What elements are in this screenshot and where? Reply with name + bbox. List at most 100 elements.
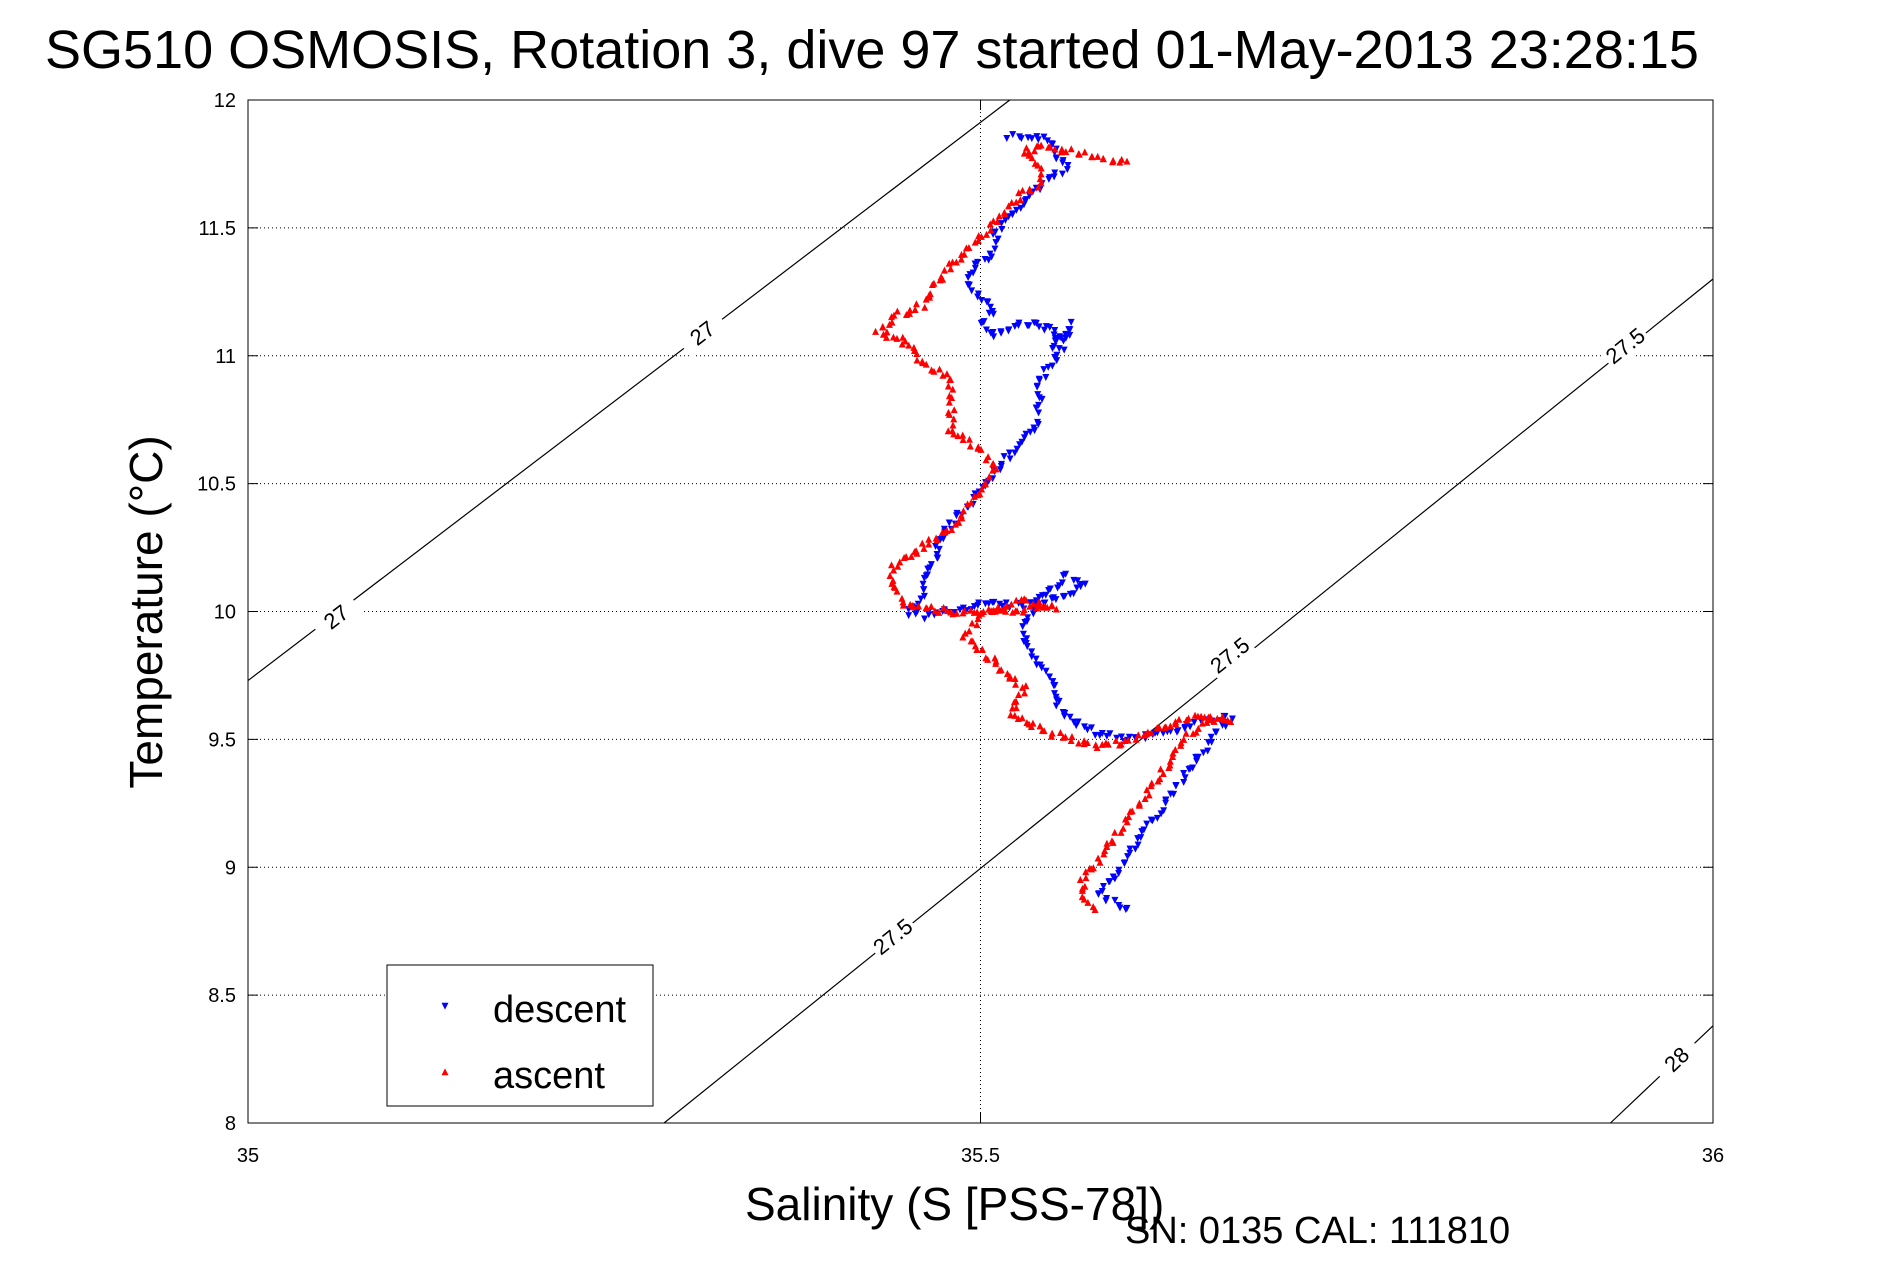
ascent-point	[1052, 605, 1060, 613]
descent-point	[1005, 326, 1013, 334]
ascent-point	[950, 415, 958, 423]
ascent-point	[973, 621, 981, 629]
descent-point	[1022, 430, 1030, 438]
descent-point	[1017, 204, 1025, 212]
descent-point	[986, 303, 994, 311]
descent-point	[1199, 749, 1207, 757]
descent-point	[1063, 166, 1071, 174]
ascent-point	[989, 460, 997, 468]
descent-point	[971, 490, 979, 498]
ascent-point	[1022, 682, 1030, 690]
x-tick-label: 36	[1702, 1145, 1724, 1167]
ascent-point	[1089, 903, 1097, 911]
descent-point	[1091, 731, 1099, 739]
ascent-point	[983, 230, 991, 238]
contour-label-bg	[674, 307, 730, 359]
descent-point	[1013, 445, 1021, 453]
ascent-point	[1036, 175, 1044, 183]
descent-point	[1103, 732, 1111, 740]
ascent-point	[1068, 733, 1076, 741]
descent-point	[990, 333, 998, 341]
descent-point	[1046, 323, 1054, 331]
ascent-point	[1121, 736, 1129, 744]
ascent-point	[931, 607, 939, 615]
x-axis-label: Salinity (S [PSS-78])	[745, 1178, 1164, 1230]
ascent-point	[925, 535, 933, 543]
descent-point	[1011, 449, 1019, 457]
legend-marker	[441, 1002, 449, 1010]
ascent-point	[995, 666, 1003, 674]
ascent-point	[1011, 674, 1019, 682]
descent-point	[1003, 135, 1011, 143]
descent-point	[1111, 875, 1119, 883]
ascent-point	[926, 290, 934, 298]
ascent-point	[978, 645, 986, 653]
descent-point	[990, 598, 998, 606]
ascent-point	[918, 539, 926, 547]
descent-point	[974, 293, 982, 301]
ascent-point	[1067, 737, 1075, 745]
descent-point	[1087, 724, 1095, 732]
ascent-point	[920, 544, 928, 552]
ascent-point	[966, 435, 973, 443]
descent-point	[1172, 782, 1180, 790]
descent-point	[1021, 618, 1029, 626]
descent-point	[933, 554, 941, 562]
descent-point	[1019, 623, 1027, 631]
descent-point	[924, 565, 932, 573]
descent-point	[1167, 790, 1175, 798]
descent-point	[1042, 667, 1050, 675]
contour-label-bg	[308, 590, 364, 643]
descent-point	[1058, 170, 1066, 178]
ascent-point	[997, 606, 1005, 614]
descent-point	[1040, 366, 1048, 374]
descent-point	[1066, 713, 1074, 721]
descent-point	[921, 615, 929, 623]
ascent-point	[959, 507, 967, 515]
ascent-point	[1081, 148, 1089, 156]
ascent-point	[1026, 185, 1034, 193]
contour-label-bg	[865, 910, 921, 963]
descent-point	[1066, 326, 1074, 334]
ascent-point	[981, 480, 989, 488]
ascent-point	[902, 553, 910, 561]
descent-point	[1015, 319, 1023, 327]
descent-point	[1020, 434, 1028, 442]
descent-point	[1053, 154, 1061, 162]
ascent-point	[945, 398, 953, 406]
descent-point	[1009, 131, 1017, 139]
descent-point	[985, 600, 993, 608]
ascent-point	[930, 279, 938, 287]
ascent-point	[879, 330, 887, 338]
descent-point	[1062, 331, 1070, 339]
descent-point	[991, 245, 999, 253]
contour-line-27-5	[663, 278, 1714, 1124]
descent-point	[1083, 726, 1091, 734]
descent-point	[1124, 853, 1132, 861]
descent-point	[1035, 409, 1043, 417]
descent-point	[1028, 648, 1036, 656]
ascent-point	[907, 552, 915, 560]
ascent-point	[899, 598, 907, 606]
descent-point	[1174, 727, 1182, 735]
ascent-point	[896, 558, 904, 566]
ascent-point	[1036, 602, 1044, 610]
descent-point	[1055, 697, 1063, 705]
ascent-point	[947, 265, 955, 273]
descent-point	[1028, 135, 1036, 143]
ascent-point	[943, 370, 951, 378]
descent-point	[919, 580, 927, 588]
descent-point	[1038, 664, 1046, 672]
ascent-point	[1008, 198, 1016, 206]
ascent-point	[966, 442, 974, 450]
y-tick-label: 8.5	[208, 985, 236, 1007]
ascent-point	[1037, 170, 1045, 178]
ascent-point	[945, 392, 953, 400]
descent-point	[1134, 835, 1142, 843]
ascent-point	[1117, 828, 1125, 836]
descent-point	[1052, 596, 1060, 604]
ascent-point	[1171, 746, 1179, 753]
descent-point	[1016, 441, 1024, 449]
ascent-point	[1016, 196, 1024, 204]
descent-point	[1153, 814, 1161, 822]
